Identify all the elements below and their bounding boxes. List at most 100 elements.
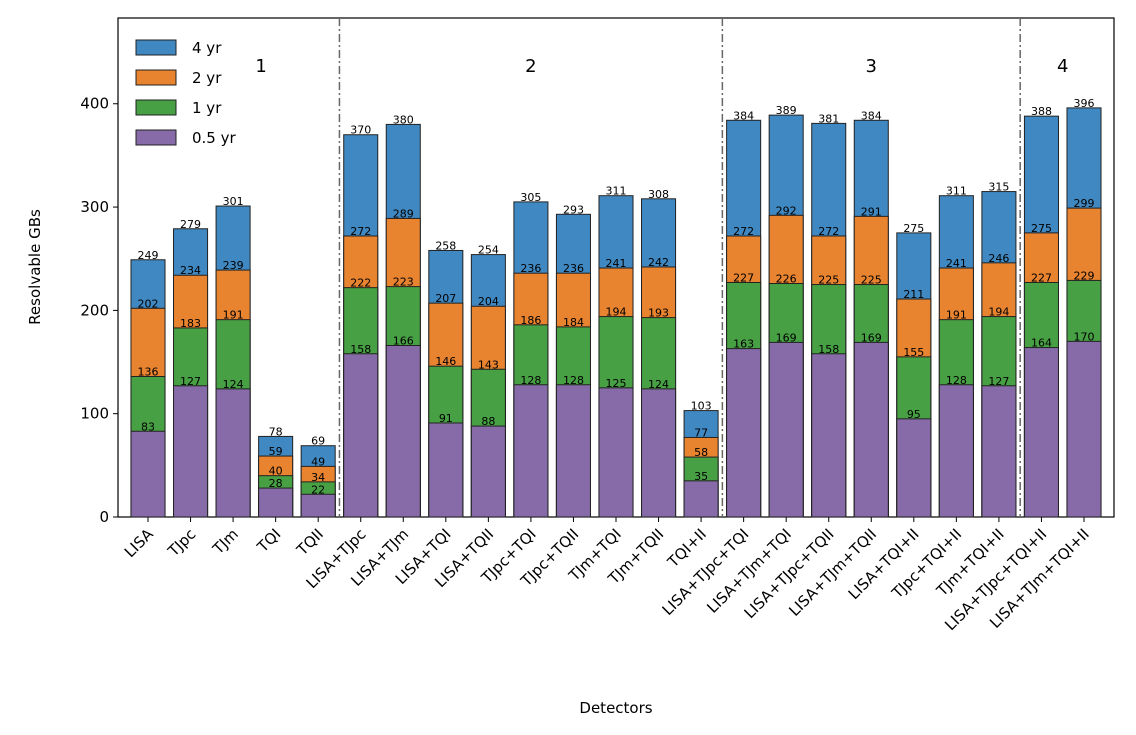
- value-label: 124: [223, 378, 244, 391]
- value-label: 34: [311, 471, 325, 484]
- value-label: 229: [1074, 269, 1095, 282]
- value-label: 384: [733, 109, 754, 122]
- value-label: 236: [563, 262, 584, 275]
- value-label: 91: [439, 412, 453, 425]
- value-label: 236: [520, 262, 541, 275]
- y-tick-label: 300: [80, 198, 109, 216]
- value-label: 291: [861, 205, 882, 218]
- bar: [938, 384, 974, 518]
- value-label: 223: [393, 276, 414, 289]
- legend-swatch: [135, 99, 177, 116]
- x-tick-label: TQII: [292, 525, 327, 560]
- value-label: 194: [988, 306, 1009, 319]
- value-label: 128: [946, 374, 967, 387]
- value-label: 35: [694, 470, 708, 483]
- value-label: 191: [223, 309, 244, 322]
- value-label: 241: [606, 257, 627, 270]
- value-label: 146: [435, 355, 456, 368]
- bar: [513, 384, 549, 518]
- value-label: 275: [903, 222, 924, 235]
- bar: [896, 418, 932, 518]
- y-tick-label: 100: [80, 405, 109, 423]
- value-label: 222: [350, 277, 371, 290]
- value-label: 158: [818, 343, 839, 356]
- value-label: 155: [903, 346, 924, 359]
- value-label: 183: [180, 317, 201, 330]
- bar: [215, 388, 251, 518]
- value-label: 225: [861, 274, 882, 287]
- legend-label: 0.5 yr: [192, 129, 237, 147]
- group-label: 4: [1057, 56, 1068, 77]
- value-label: 22: [311, 483, 325, 496]
- bar: [343, 353, 379, 518]
- legend-swatch: [135, 129, 177, 146]
- bar: [173, 385, 209, 518]
- bar: [385, 345, 421, 518]
- value-label: 49: [311, 455, 325, 468]
- bar: [555, 384, 591, 518]
- bar: [1066, 340, 1102, 518]
- value-label: 28: [269, 477, 283, 490]
- value-label: 95: [907, 408, 921, 421]
- value-label: 289: [393, 207, 414, 220]
- bar: [726, 348, 762, 518]
- bar: [1023, 347, 1059, 518]
- value-label: 125: [606, 377, 627, 390]
- value-label: 370: [350, 124, 371, 137]
- value-label: 69: [311, 435, 325, 448]
- value-label: 279: [180, 218, 201, 231]
- x-tick-label: LISA: [121, 525, 157, 561]
- value-label: 103: [691, 400, 712, 413]
- value-label: 299: [1074, 197, 1095, 210]
- value-label: 380: [393, 113, 414, 126]
- value-label: 384: [861, 109, 882, 122]
- y-tick-label: 400: [80, 95, 109, 113]
- legend-label: 4 yr: [192, 39, 222, 57]
- group-label: 3: [866, 56, 877, 77]
- value-label: 207: [435, 292, 456, 305]
- value-label: 242: [648, 256, 669, 269]
- value-label: 169: [861, 331, 882, 344]
- value-label: 246: [988, 252, 1009, 265]
- value-label: 202: [138, 297, 159, 310]
- value-label: 204: [478, 295, 499, 308]
- value-label: 184: [563, 316, 584, 329]
- value-label: 292: [776, 204, 797, 217]
- value-label: 127: [180, 375, 201, 388]
- value-label: 225: [818, 274, 839, 287]
- value-label: 163: [733, 338, 754, 351]
- value-label: 78: [269, 425, 283, 438]
- value-label: 128: [520, 374, 541, 387]
- value-label: 227: [1031, 271, 1052, 284]
- legend-swatch: [135, 69, 177, 86]
- value-label: 59: [269, 445, 283, 458]
- value-label: 249: [138, 249, 159, 262]
- bar: [300, 493, 336, 518]
- value-label: 311: [946, 185, 967, 198]
- value-label: 301: [223, 195, 244, 208]
- value-label: 389: [776, 104, 797, 117]
- bar: [981, 385, 1017, 518]
- value-label: 158: [350, 343, 371, 356]
- value-label: 272: [818, 225, 839, 238]
- value-label: 388: [1031, 105, 1052, 118]
- value-label: 191: [946, 309, 967, 322]
- value-label: 258: [435, 239, 456, 252]
- value-label: 315: [988, 181, 1009, 194]
- value-label: 211: [903, 288, 924, 301]
- legend-swatch: [135, 39, 177, 56]
- value-label: 58: [694, 446, 708, 459]
- x-axis-label: Detectors: [579, 699, 652, 717]
- value-label: 143: [478, 358, 499, 371]
- value-label: 77: [694, 426, 708, 439]
- x-tick-label: TQI: [253, 525, 284, 556]
- bar: [683, 480, 719, 518]
- value-label: 396: [1074, 97, 1095, 110]
- bar: [768, 341, 804, 518]
- value-label: 381: [818, 112, 839, 125]
- x-tick-label: TJm: [209, 525, 242, 558]
- value-label: 166: [393, 335, 414, 348]
- y-tick-label: 200: [80, 301, 109, 319]
- bar: [258, 487, 294, 518]
- bar: [811, 353, 847, 518]
